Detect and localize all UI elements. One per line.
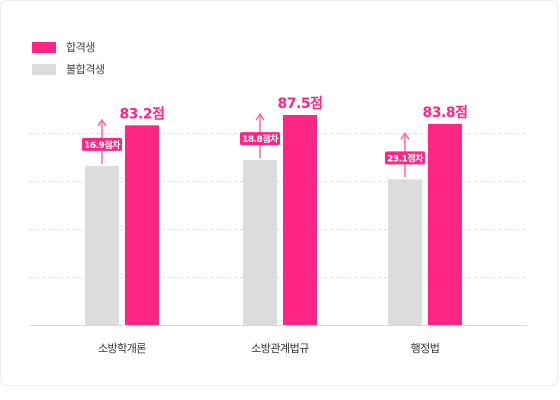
legend-item-fail: 불합격생 [32, 58, 105, 80]
pass-value-label-1: 83.2점 [120, 105, 165, 122]
category-label-3: 행정법 [411, 342, 440, 355]
diff-badge-3 [385, 151, 425, 165]
bar-fail-1 [85, 165, 119, 325]
diff-badge-2 [240, 132, 280, 146]
bar-fail-2 [243, 160, 277, 325]
pass-value-label-2: 87.5점 [278, 95, 323, 112]
diff-badge-1 [82, 137, 122, 151]
legend-label-pass: 합격생 [66, 41, 95, 54]
pass-value-label-3: 83.8점 [423, 104, 468, 121]
diff-label-3: 23.1점차 [387, 152, 424, 164]
bar-pass-1 [125, 125, 159, 325]
bar-pass-3 [428, 123, 462, 325]
bar-pass-2 [283, 115, 317, 325]
diff-label-2: 18.8점차 [242, 133, 279, 145]
legend-swatch-fail [32, 63, 56, 75]
diff-arrow-head-2 [255, 112, 265, 121]
legend-label-fail: 불합격생 [66, 63, 105, 76]
legend: 합격생 불합격생 [32, 36, 105, 80]
bar-fail-3 [388, 179, 422, 325]
category-label-2: 소방관계법규 [251, 342, 309, 355]
diff-arrow-head-1 [97, 118, 107, 127]
legend-swatch-pass [32, 41, 56, 53]
legend-item-pass: 합격생 [32, 36, 104, 58]
category-label-1: 소방학개론 [98, 342, 146, 355]
diff-label-1: 16.9점차 [84, 139, 121, 151]
diff-arrow-head-3 [400, 132, 410, 140]
